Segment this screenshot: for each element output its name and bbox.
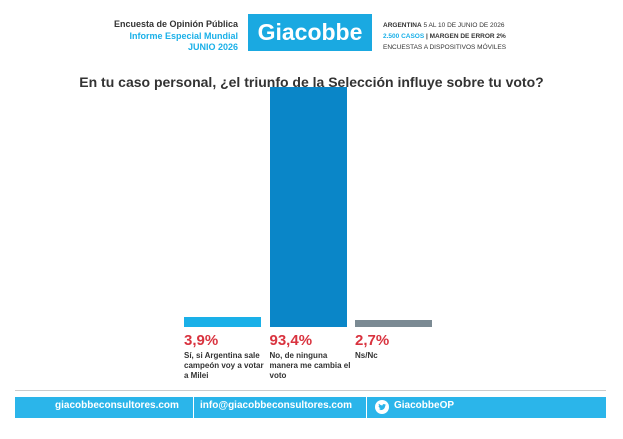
header-subtitle: Informe Especial Mundial <box>129 31 238 41</box>
value-label: 3,9% <box>184 332 219 349</box>
header-cases: 2.500 CASOS <box>383 33 425 40</box>
footer-divider <box>193 397 194 418</box>
separator <box>15 390 606 391</box>
header-country: ARGENTINA <box>383 22 422 29</box>
header-error: MARGEN DE ERROR 2% <box>429 33 506 40</box>
header-info: ARGENTINA 5 AL 10 DE JUNIO DE 2026 <box>383 22 505 29</box>
header-date: JUNIO 2026 <box>187 42 238 52</box>
category-label: Ns/Nc <box>355 351 378 360</box>
bar <box>184 316 261 327</box>
chart-title: En tu caso personal, ¿el triunfo de la S… <box>79 74 544 90</box>
logo: Giacobbe <box>248 14 372 51</box>
footer-divider <box>366 397 367 418</box>
footer-bar <box>15 397 606 418</box>
bar <box>355 320 432 327</box>
plot: 3,9% Sí, si Argentina sale campeón voy a … <box>184 87 432 380</box>
header-dates: 5 AL 10 DE JUNIO DE 2026 <box>423 22 505 29</box>
header-info: 2.500 CASOS | MARGEN DE ERROR 2% <box>383 33 506 40</box>
header-method: ENCUESTAS A DISPOSITIVOS MÓVILES <box>383 44 507 51</box>
category-label: No, de ninguna manera me cambia el voto <box>269 351 351 380</box>
bar <box>269 87 347 327</box>
value-label: 2,7% <box>355 332 390 349</box>
twitter-icon <box>375 400 389 414</box>
footer-website: giacobbeconsultores.com <box>55 400 179 411</box>
value-label: 93,4% <box>269 332 313 349</box>
category-label: Sí, si Argentina sale campeón voy a vota… <box>184 351 264 380</box>
footer-email: info@giacobbeconsultores.com <box>200 400 352 411</box>
header-title: Encuesta de Opinión Pública <box>113 19 238 29</box>
footer-twitter: GiacobbeOP <box>394 400 455 411</box>
